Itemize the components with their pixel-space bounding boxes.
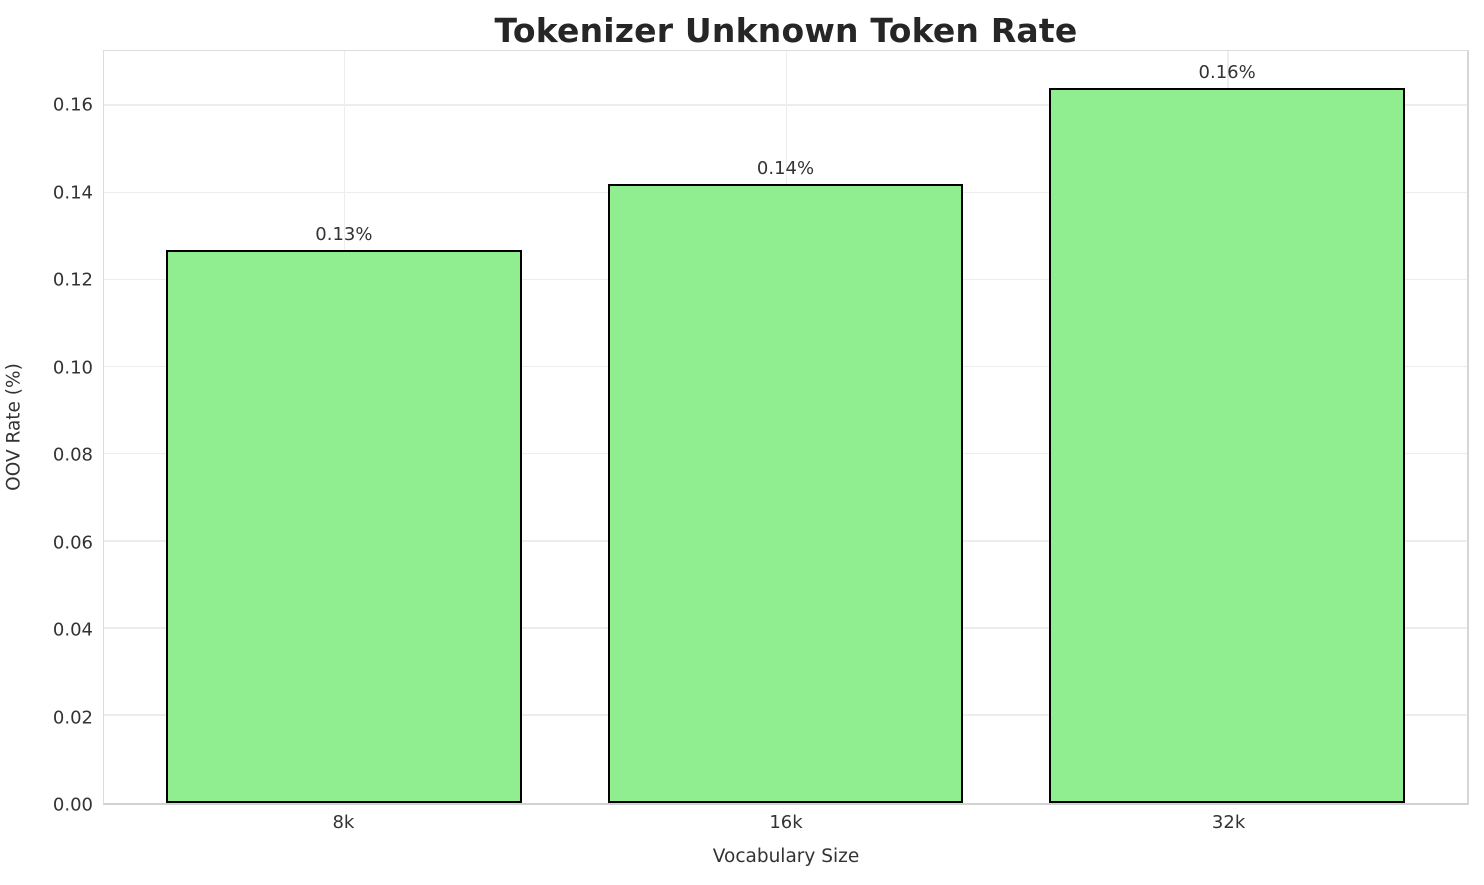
bar-32k (1049, 88, 1405, 803)
y-tick-label: 0.10 (52, 357, 93, 379)
y-tick-label: 0.12 (52, 269, 93, 291)
y-tick-label: 0.02 (52, 707, 93, 728)
chart-title: Tokenizer Unknown Token Rate (494, 11, 1078, 50)
x-tick-label: 8k (332, 812, 355, 833)
x-axis-label: Vocabulary Size (712, 846, 860, 867)
bar-value-label: 0.16% (1198, 62, 1256, 84)
bar-value-label: 0.14% (756, 158, 815, 180)
y-axis-label: OOV Rate (%) (3, 363, 25, 491)
bar-16k (607, 184, 964, 803)
x-tick-label: 32k (1211, 812, 1246, 833)
y-tick-label: 0.16 (52, 94, 93, 116)
y-tick-label: 0.00 (52, 794, 93, 816)
plot-area: 0.13% 0.14% 0.16% (103, 50, 1469, 805)
y-tick-label: 0.06 (52, 532, 93, 554)
y-tick-label: 0.08 (52, 444, 93, 466)
y-tick-label: 0.14 (52, 182, 93, 204)
bar-value-label: 0.13% (315, 223, 373, 245)
bar-8k (166, 249, 522, 803)
x-tick-label: 16k (769, 812, 803, 833)
y-tick-label: 0.04 (52, 619, 93, 641)
